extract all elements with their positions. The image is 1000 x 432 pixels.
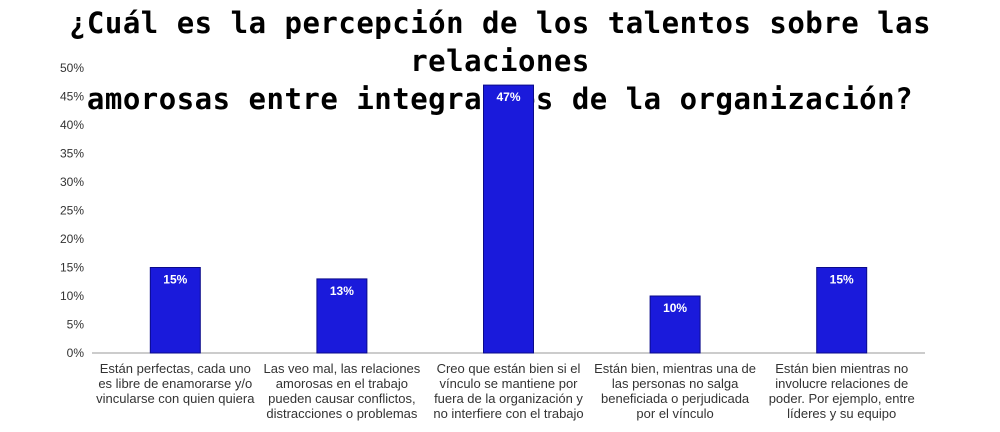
data-label: 15% <box>163 273 187 287</box>
y-tick-label: 25% <box>60 204 84 218</box>
y-tick-label: 45% <box>60 90 84 104</box>
y-tick-label: 0% <box>67 346 85 360</box>
y-tick-label: 50% <box>60 61 84 75</box>
data-label: 13% <box>330 284 354 298</box>
data-labels: 15% 13% 47% 10% 15% <box>163 90 854 315</box>
bars <box>149 84 868 354</box>
category-label: Creo que están bien si el vínculo se mant… <box>433 361 583 421</box>
chart-title: ¿Cuál es la percepción de los talentos s… <box>0 4 1000 118</box>
data-label: 10% <box>663 301 687 315</box>
y-axis-ticks: 0% 5% 10% 15% 20% 25% 30% 35% 40% 45% 50% <box>60 61 84 360</box>
bar <box>316 278 368 354</box>
bar <box>483 84 534 354</box>
category-label: Las veo mal, las relaciones amorosas en e… <box>263 361 420 421</box>
category-label: Están bien mientras no involucre relacion… <box>769 361 915 421</box>
bar <box>649 295 701 354</box>
y-tick-label: 20% <box>60 232 84 246</box>
y-tick-label: 5% <box>67 318 85 332</box>
y-tick-label: 10% <box>60 289 84 303</box>
y-tick-label: 40% <box>60 118 84 132</box>
chart-title-line-1: ¿Cuál es la percepción de los talentos s… <box>68 6 932 78</box>
data-label: 15% <box>830 273 854 287</box>
category-label: Están bien, mientras una de las personas … <box>594 361 756 421</box>
y-tick-label: 35% <box>60 147 84 161</box>
category-label: Están perfectas, cada uno es libre de ena… <box>96 361 255 406</box>
y-tick-label: 15% <box>60 261 84 275</box>
bar <box>816 267 868 354</box>
bar <box>149 267 201 354</box>
category-labels: Están perfectas, cada uno es libre de ena… <box>96 361 915 421</box>
data-label: 47% <box>496 90 520 104</box>
y-tick-label: 30% <box>60 175 84 189</box>
